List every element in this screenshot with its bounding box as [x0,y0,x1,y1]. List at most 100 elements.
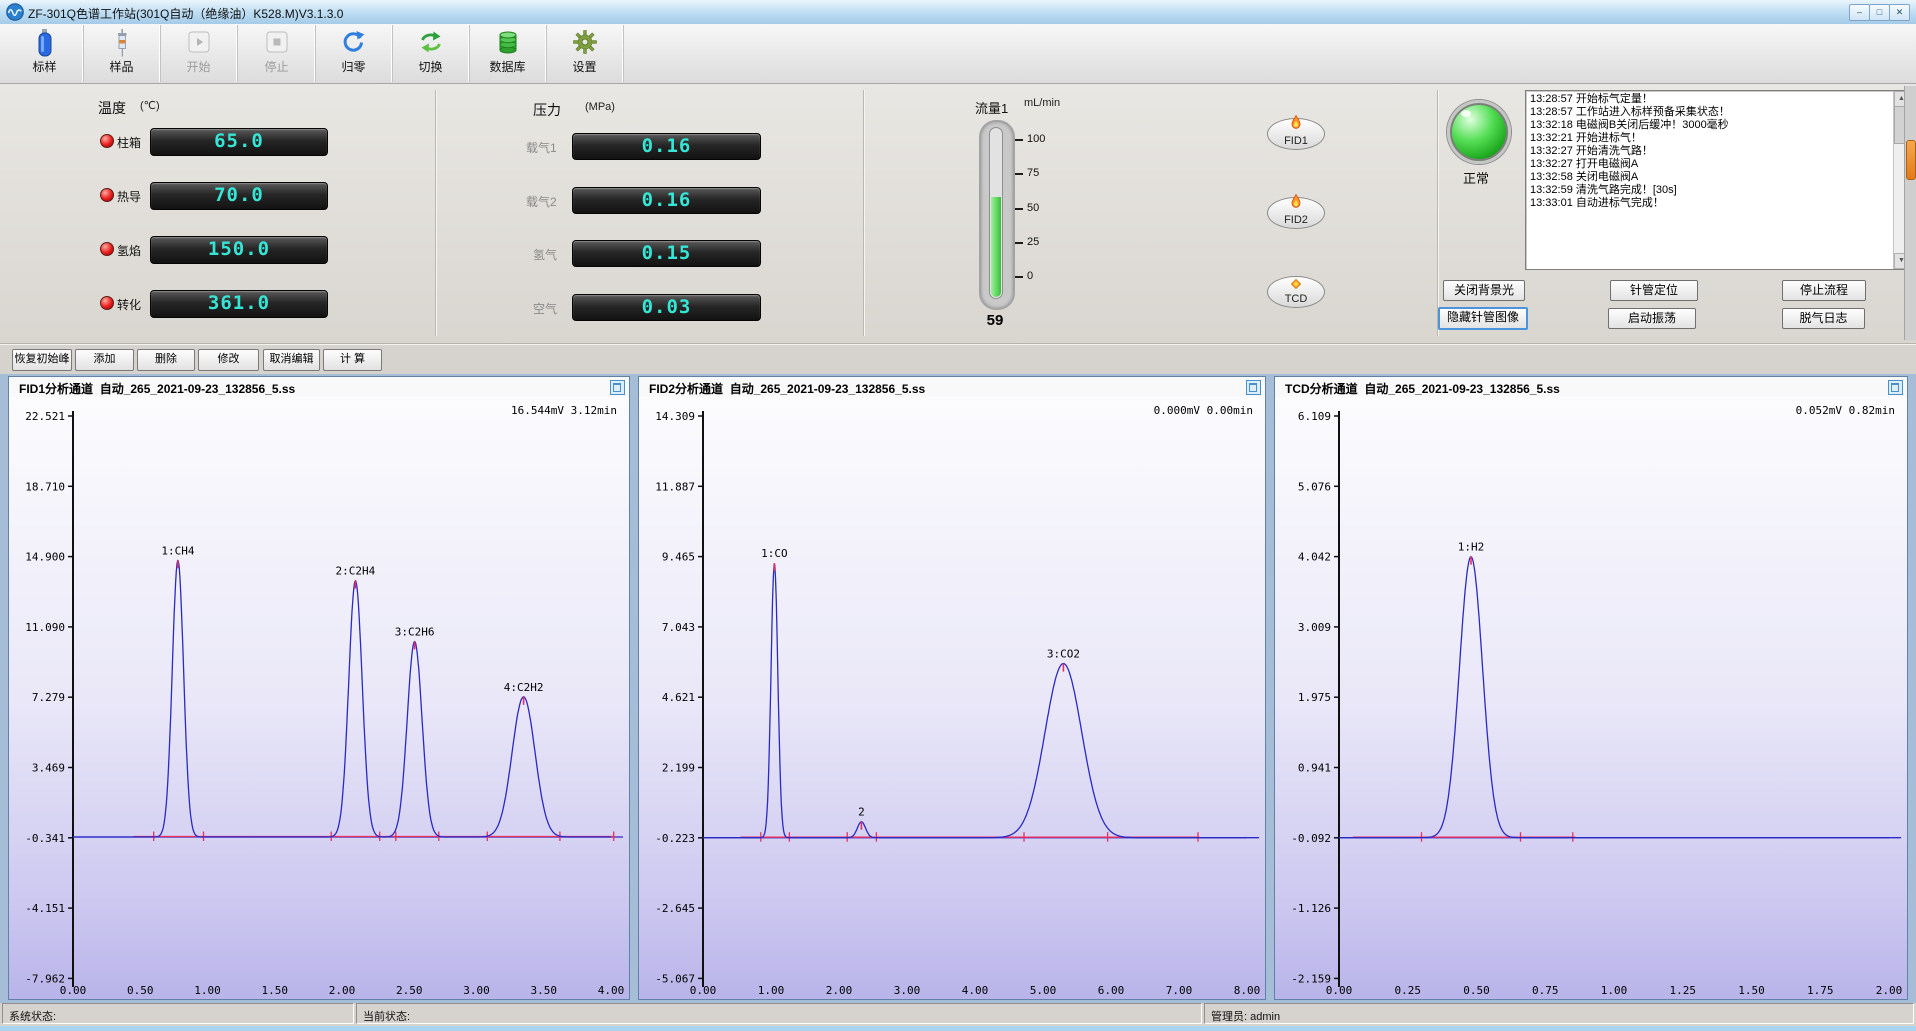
chart-file: 自动_265_2021-09-23_132856_5.ss [1364,382,1560,396]
pressure-row-label: 载气1 [526,139,557,156]
svg-text:0.25: 0.25 [1395,984,1422,997]
svg-text:1.00: 1.00 [1601,984,1628,997]
svg-text:-0.341: -0.341 [25,832,65,845]
log-entry: 13:33:01 自动进标气完成！ [1526,197,1890,210]
play-icon [160,29,237,57]
delete-button[interactable]: 删除 [137,349,195,371]
maximize-chart-icon[interactable] [610,380,625,395]
reset-arrow-icon [315,29,392,57]
calculate-button[interactable]: 计 算 [323,349,382,371]
svg-text:4.00: 4.00 [962,984,989,997]
tcd-button[interactable]: TCD [1267,276,1325,308]
svg-text:3.50: 3.50 [531,984,558,997]
gas-cylinder-icon [6,29,83,57]
svg-text:3.469: 3.469 [32,762,65,775]
chart-title: TCD分析通道 [1285,382,1358,396]
pressure-display-air: 0.03 [572,294,761,321]
chart-file: 自动_265_2021-09-23_132856_5.ss [730,382,926,396]
chart-header: FID2分析通道 自动_265_2021-09-23_132856_5.ss [639,377,1265,398]
degas-log-button[interactable]: 脱气日志 [1782,308,1865,329]
temp-row-label: 氢焰 [117,242,141,259]
backlight-off-button[interactable]: 关闭背景光 [1443,280,1525,301]
svg-text:18.710: 18.710 [25,480,65,493]
svg-text:7.043: 7.043 [662,621,695,634]
flow-tick-label: 0 [1027,270,1033,282]
chromatogram-fid1[interactable]: 22.52118.71014.90011.0907.2793.469-0.341… [9,397,629,999]
svg-text:2: 2 [858,806,865,819]
svg-text:4.00: 4.00 [598,984,625,997]
chart-file: 自动_265_2021-09-23_132856_5.ss [100,382,296,396]
chromatogram-tcd[interactable]: 6.1095.0764.0423.0091.9750.941-0.092-1.1… [1275,397,1907,999]
svg-text:4.621: 4.621 [662,691,695,704]
toolbar-button-stop[interactable]: 停止 [238,25,316,82]
stop-process-button[interactable]: 停止流程 [1782,280,1866,301]
flow-tick [1015,242,1023,244]
temp-display-tcd: 70.0 [150,182,328,210]
svg-text:3.00: 3.00 [463,984,490,997]
status-led [100,188,114,202]
pressure-display-h2: 0.15 [572,240,761,267]
flow-tick-label: 50 [1027,202,1039,214]
toolbar-button-standard[interactable]: 标样 [6,25,84,82]
close-button[interactable]: ✕ [1889,4,1910,21]
svg-text:3.00: 3.00 [894,984,921,997]
modify-button[interactable]: 修改 [198,349,259,371]
svg-text:4:C2H2: 4:C2H2 [504,681,544,694]
svg-text:1.00: 1.00 [194,984,221,997]
fid2-button[interactable]: FID2 [1267,197,1325,229]
log-panel[interactable]: 13:28:57 开始标气定量！ 13:28:57 工作站进入标样预备采集状态！… [1525,90,1909,270]
svg-text:14.900: 14.900 [25,551,65,564]
toolbar-button-database[interactable]: 数据库 [469,25,547,82]
temp-row-label: 转化 [117,296,141,313]
svg-text:2.50: 2.50 [396,984,423,997]
panel-divider [863,90,864,336]
log-entry: 13:32:21 开始进标气！ [1526,132,1890,145]
fid1-button[interactable]: FID1 [1267,118,1325,150]
status-lamp [1447,100,1511,164]
svg-text:-0.223: -0.223 [655,832,695,845]
status-led [100,242,114,256]
temp-display-conv: 361.0 [150,290,328,318]
flow-value: 59 [975,312,1015,329]
svg-text:5.076: 5.076 [1298,480,1331,493]
temperature-title: 温度 [98,98,126,118]
add-button[interactable]: 添加 [75,349,134,371]
toolbar-button-switch[interactable]: 切换 [392,25,470,82]
toolbar-button-zero[interactable]: 归零 [315,25,393,82]
log-entry: 13:32:27 打开电磁阀A [1526,158,1890,171]
svg-text:11.090: 11.090 [25,621,65,634]
svg-text:-2.645: -2.645 [655,902,695,915]
window-frame-edge [0,1026,1916,1031]
toolbar-button-sample[interactable]: 样品 [83,25,161,82]
start-shake-button[interactable]: 启动振荡 [1608,308,1696,329]
svg-text:9.465: 9.465 [662,551,695,564]
chromatogram-fid2[interactable]: 14.30911.8879.4657.0434.6212.199-0.223-2… [639,397,1265,999]
chart-header: TCD分析通道 自动_265_2021-09-23_132856_5.ss [1275,377,1907,398]
side-panel-grip[interactable] [1906,140,1916,180]
svg-text:-4.151: -4.151 [25,902,65,915]
toolbar-button-settings[interactable]: 设置 [546,25,624,82]
flow-tick-label: 75 [1027,167,1039,179]
system-status-cell: 系统状态: [2,1003,354,1024]
hide-needle-image-button[interactable]: 隐藏针管图像 [1438,307,1528,330]
svg-text:0.00: 0.00 [1326,984,1353,997]
svg-text:0.00: 0.00 [60,984,87,997]
maximize-button[interactable]: □ [1869,4,1890,21]
chart-title: FID1分析通道 [19,382,93,396]
flow-tick [1015,173,1023,175]
maximize-chart-icon[interactable] [1888,380,1903,395]
svg-text:2.00: 2.00 [1876,984,1903,997]
restore-initial-peaks-button[interactable]: 恢复初始峰 [12,349,72,371]
needle-position-button[interactable]: 针管定位 [1610,280,1698,301]
pressure-display-carrier1: 0.16 [572,133,761,160]
toolbar-button-start[interactable]: 开始 [160,25,238,82]
svg-text:2.199: 2.199 [662,762,695,775]
pressure-display-carrier2: 0.16 [572,187,761,214]
svg-text:1.75: 1.75 [1807,984,1834,997]
swap-arrows-icon [392,29,469,57]
minimize-button[interactable]: – [1849,4,1870,21]
panel-divider [1437,90,1438,336]
maximize-chart-icon[interactable] [1246,380,1261,395]
cancel-edit-button[interactable]: 取消编辑 [263,349,320,371]
stop-icon [238,29,315,57]
